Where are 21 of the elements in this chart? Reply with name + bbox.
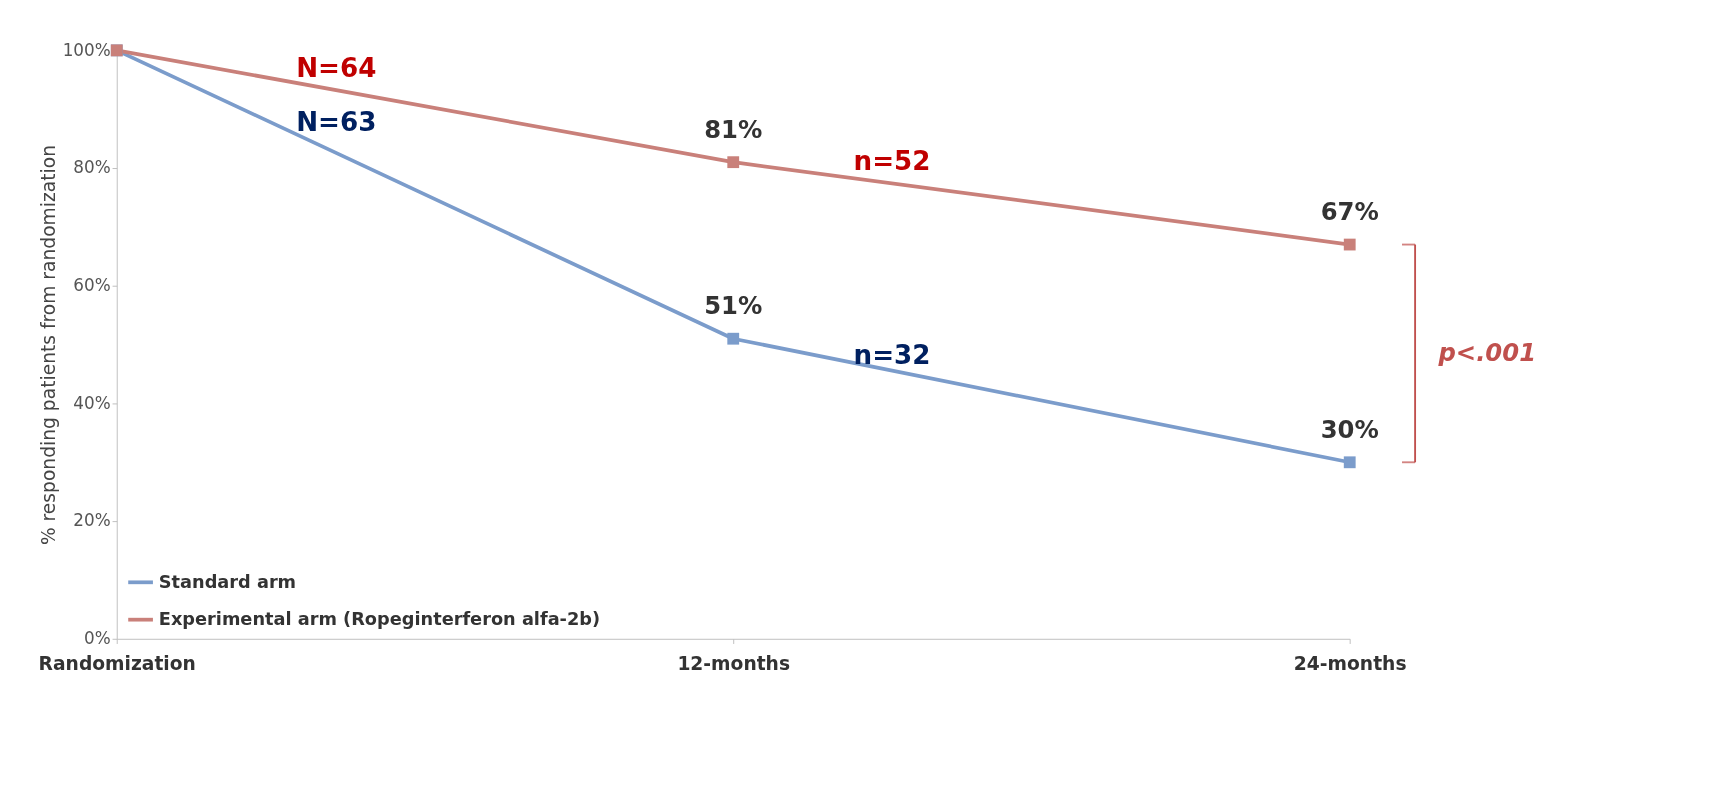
- y-tick-label: 80%: [73, 157, 111, 178]
- text: p<.001: [1437, 337, 1537, 367]
- annotation: n=32: [853, 340, 931, 371]
- y-tick-label: 40%: [73, 392, 111, 413]
- x-tick-label: 24-months: [1293, 653, 1407, 675]
- annotation: n=52: [853, 145, 931, 176]
- data-label: 81%: [704, 114, 763, 144]
- y-tick-label: 20%: [73, 510, 111, 531]
- y-tick-label: 100%: [62, 39, 111, 60]
- data-label: 67%: [1320, 197, 1379, 227]
- x-tick-label: 12-months: [677, 653, 791, 675]
- y-axis-title: % responding patients from randomization: [38, 145, 60, 546]
- data-label: 30%: [1320, 415, 1379, 444]
- legend-label: Experimental arm (Ropeginterferon alfa-2b): [158, 609, 601, 630]
- annotation: N=63: [296, 106, 377, 137]
- y-tick-label: 60%: [73, 274, 111, 295]
- data-label: 51%: [704, 291, 763, 321]
- y-tick-label: 0%: [84, 627, 111, 648]
- x-tick-label: Randomization: [38, 653, 196, 675]
- annotation: N=64: [296, 52, 377, 83]
- legend-label: Standard arm: [158, 571, 297, 592]
